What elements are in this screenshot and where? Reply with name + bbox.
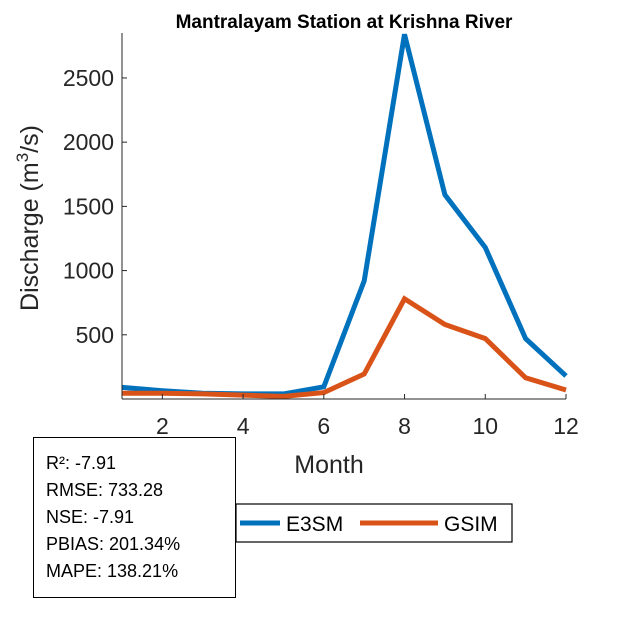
- metric-nse: NSE: -7.91: [46, 507, 135, 527]
- y-tick-label: 1000: [63, 258, 114, 284]
- metric-r2: R²: -7.91: [46, 453, 117, 473]
- x-tick-label: 8: [398, 413, 411, 439]
- x-tick-label: 12: [553, 413, 579, 439]
- legend-label-e3sm: E3SM: [286, 513, 343, 536]
- y-tick-layer: 500 1000 1500 2000 2500: [63, 65, 127, 348]
- legend: E3SM GSIM: [235, 503, 513, 543]
- x-tick-layer: 2 4 6 8 10 12: [156, 394, 579, 439]
- series-line-gsim: [122, 295, 567, 399]
- plot-background: [122, 33, 566, 399]
- x-axis-label: Month: [294, 451, 363, 479]
- y-axis-label-main: Discharge (m: [16, 162, 44, 311]
- legend-label-gsim: GSIM: [444, 513, 498, 536]
- y-axis-label: Discharge (m3/s): [13, 125, 44, 311]
- metric-rmse: RMSE: 733.28: [46, 480, 164, 500]
- y-axis-label-superscript: 3: [13, 153, 32, 162]
- y-tick-label: 2000: [63, 129, 114, 155]
- x-tick-label: 2: [156, 413, 169, 439]
- x-tick-label: 4: [237, 413, 250, 439]
- y-tick-label: 500: [76, 322, 114, 348]
- axis-layer: [121, 33, 566, 400]
- x-tick-label: 10: [472, 413, 498, 439]
- metric-pbias: PBIAS: 201.34%: [46, 534, 181, 554]
- x-tick-label: 6: [317, 413, 330, 439]
- y-axis-label-suffix: /s): [16, 125, 44, 153]
- series-layer: [121, 33, 568, 399]
- metric-mape: MAPE: 138.21%: [46, 561, 179, 581]
- metrics-box: R²: -7.91 RMSE: 733.28 NSE: -7.91 PBIAS:…: [33, 437, 236, 598]
- y-tick-label: 1500: [63, 193, 114, 219]
- y-tick-label: 2500: [63, 65, 114, 91]
- chart-title: Mantralayam Station at Krishna River: [176, 12, 513, 33]
